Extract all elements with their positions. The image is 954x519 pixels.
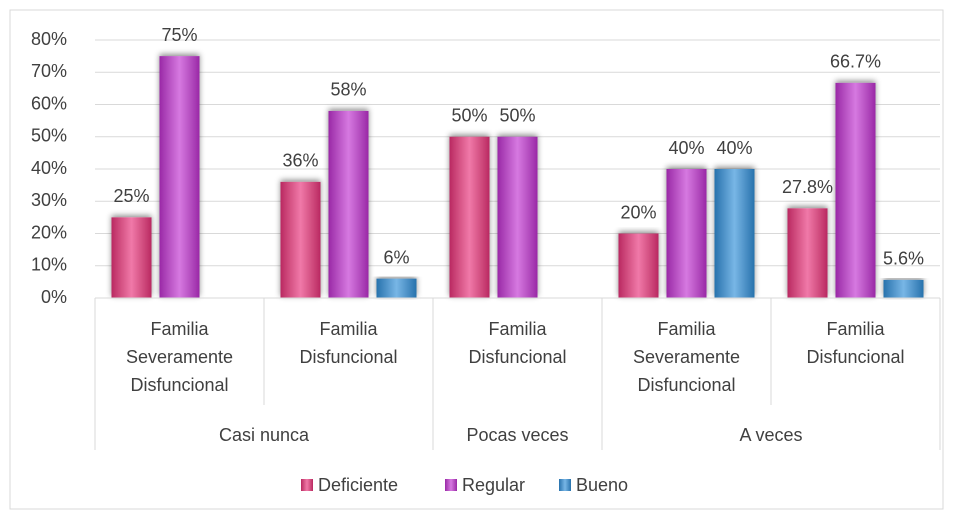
group-label: A veces — [739, 425, 802, 445]
legend-label: Deficiente — [318, 475, 398, 495]
x-tick-label: Familia Disfuncional — [468, 319, 566, 367]
data-label: 50% — [499, 106, 535, 126]
legend-label: Regular — [462, 475, 525, 495]
bar — [376, 278, 417, 298]
data-label: 40% — [716, 138, 752, 158]
legend-swatch — [559, 479, 571, 491]
bar — [714, 169, 755, 298]
bar — [280, 181, 321, 298]
data-label: 58% — [330, 80, 366, 100]
data-label: 25% — [113, 186, 149, 206]
bar — [666, 169, 707, 298]
data-label: 40% — [668, 138, 704, 158]
legend-swatch — [445, 479, 457, 491]
legend-swatch — [301, 479, 313, 491]
y-tick-label: 70% — [31, 61, 67, 81]
data-label: 66.7% — [830, 52, 881, 72]
group-label: Casi nunca — [219, 425, 310, 445]
bar — [883, 279, 924, 298]
y-tick-label: 0% — [41, 287, 67, 307]
bar — [835, 82, 876, 298]
bar — [787, 208, 828, 298]
data-label: 75% — [161, 25, 197, 45]
x-tick-label: Familia Disfuncional — [806, 319, 904, 367]
x-tick-label: Familia Severamente Disfuncional — [633, 319, 740, 395]
bar — [328, 110, 369, 298]
bar — [111, 217, 152, 298]
group-label: Pocas veces — [466, 425, 568, 445]
y-tick-label: 60% — [31, 93, 67, 113]
y-tick-label: 40% — [31, 158, 67, 178]
y-tick-label: 50% — [31, 126, 67, 146]
y-tick-label: 10% — [31, 255, 67, 275]
data-label: 20% — [620, 202, 656, 222]
bar — [449, 136, 490, 298]
bar — [618, 233, 659, 298]
y-tick-label: 80% — [31, 29, 67, 49]
data-label: 36% — [282, 151, 318, 171]
data-label: 27.8% — [782, 177, 833, 197]
bar — [497, 136, 538, 298]
data-label: 5.6% — [883, 249, 924, 269]
x-tick-label: Familia Severamente Disfuncional — [126, 319, 233, 395]
x-tick-label: Familia Disfuncional — [299, 319, 397, 367]
legend-label: Bueno — [576, 475, 628, 495]
y-tick-label: 20% — [31, 222, 67, 242]
y-tick-label: 30% — [31, 190, 67, 210]
data-label: 6% — [383, 247, 409, 267]
data-label: 50% — [451, 106, 487, 126]
bar — [159, 56, 200, 298]
